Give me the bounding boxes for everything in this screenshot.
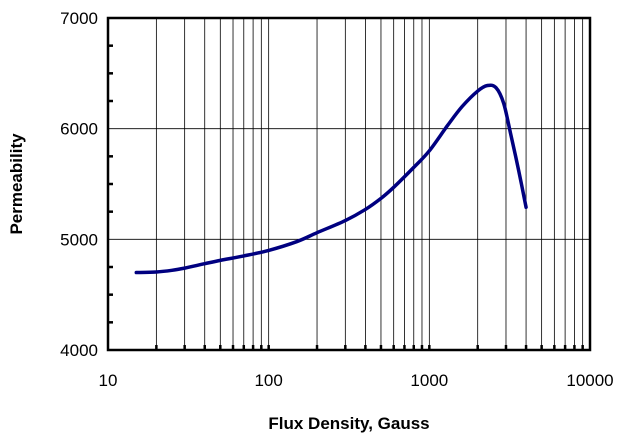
- y-tick-label: 4000: [60, 341, 98, 360]
- y-tick-label: 7000: [60, 9, 98, 28]
- grid-lines: [108, 18, 590, 350]
- plot-area-frame: [106, 16, 592, 352]
- x-tick-label: 10: [99, 371, 118, 390]
- series-line-permeability: [134, 83, 528, 275]
- y-tick-label: 5000: [60, 230, 98, 249]
- x-axis-title: Flux Density, Gauss: [268, 414, 429, 433]
- tick-labels: 10 100 1000 10000 4000 5000 6000 7000: [60, 9, 613, 390]
- y-axis-title: Permeability: [7, 133, 26, 235]
- x-tick-label: 10000: [566, 371, 613, 390]
- x-tick-label: 1000: [410, 371, 448, 390]
- y-tick-label: 6000: [60, 120, 98, 139]
- x-tick-label: 100: [254, 371, 282, 390]
